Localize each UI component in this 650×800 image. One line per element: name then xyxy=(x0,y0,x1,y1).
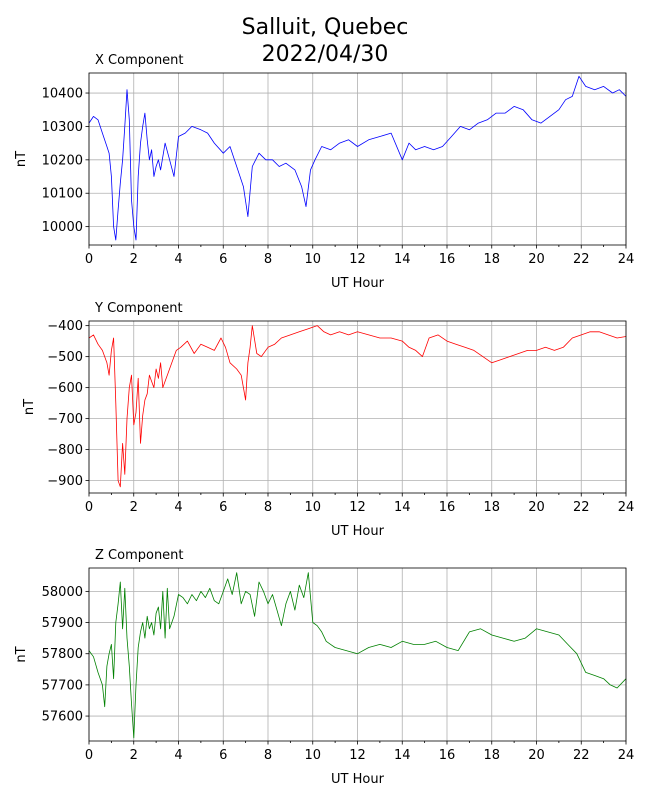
y-tick-label: −800 xyxy=(47,443,83,458)
x-tick-label: 16 xyxy=(439,500,456,515)
y-tick-label: −700 xyxy=(47,412,83,427)
x-tick-label: 22 xyxy=(573,252,590,267)
y-tick-label: 10400 xyxy=(42,87,83,102)
y-axis-label: nT xyxy=(22,399,37,415)
x-tick-label: 0 xyxy=(85,500,93,515)
y-tick-label: −900 xyxy=(47,474,83,489)
y-tick-label: 10300 xyxy=(42,120,83,135)
x-tick-label: 8 xyxy=(264,500,272,515)
panel-title: X Component xyxy=(95,53,184,68)
x-tick-label: 20 xyxy=(528,500,545,515)
x-tick-label: 20 xyxy=(528,252,545,267)
x-axis-label: UT Hour xyxy=(331,276,385,291)
x-tick-label: 14 xyxy=(394,748,411,763)
x-tick-label: 16 xyxy=(439,252,456,267)
x-tick-label: 12 xyxy=(349,748,366,763)
x-tick-label: 4 xyxy=(174,500,182,515)
x-tick-label: 6 xyxy=(219,748,227,763)
x-axis-label: UT Hour xyxy=(331,524,385,539)
x-tick-label: 0 xyxy=(85,748,93,763)
y-tick-label: 10100 xyxy=(42,187,83,202)
y-tick-label: 58000 xyxy=(42,585,83,600)
y-tick-label: −600 xyxy=(47,381,83,396)
chart-panel-3: 0 2 4 6 8 10 12 14 16 18 20 22 245760057700578005790… xyxy=(14,548,634,787)
x-tick-label: 24 xyxy=(618,500,635,515)
x-tick-label: 22 xyxy=(573,500,590,515)
y-tick-label: 57700 xyxy=(42,678,83,693)
x-tick-label: 0 xyxy=(85,252,93,267)
x-tick-label: 14 xyxy=(394,252,411,267)
x-tick-label: 18 xyxy=(483,500,500,515)
y-axis-label: nT xyxy=(14,151,29,167)
x-tick-label: 14 xyxy=(394,500,411,515)
x-tick-label: 8 xyxy=(264,252,272,267)
x-tick-label: 2 xyxy=(130,252,138,267)
x-tick-label: 2 xyxy=(130,748,138,763)
series-line xyxy=(88,325,627,488)
x-tick-label: 8 xyxy=(264,748,272,763)
x-tick-label: 18 xyxy=(483,252,500,267)
x-tick-label: 12 xyxy=(349,500,366,515)
x-tick-label: 10 xyxy=(304,252,321,267)
y-tick-label: −400 xyxy=(47,319,83,334)
x-tick-label: 4 xyxy=(174,748,182,763)
x-tick-label: 10 xyxy=(304,500,321,515)
y-tick-label: 10200 xyxy=(42,153,83,168)
x-axis-label: UT Hour xyxy=(331,772,385,787)
x-tick-label: 16 xyxy=(439,748,456,763)
chart-panel-1: 0 2 4 6 8 10 12 14 16 18 20 22 241000010100102001030… xyxy=(14,53,634,291)
panel-title: Y Component xyxy=(94,301,183,316)
y-tick-label: 10000 xyxy=(42,220,83,235)
figure-title-line1: Salluit, Quebec xyxy=(242,15,409,40)
panels: 0 2 4 6 8 10 12 14 16 18 20 22 241000010100102001030… xyxy=(14,53,634,787)
x-tick-label: 24 xyxy=(618,252,635,267)
x-tick-label: 12 xyxy=(349,252,366,267)
y-tick-label: 57800 xyxy=(42,647,83,662)
x-tick-label: 18 xyxy=(483,748,500,763)
x-tick-label: 4 xyxy=(174,252,182,267)
y-tick-label: −500 xyxy=(47,350,83,365)
x-tick-label: 6 xyxy=(219,500,227,515)
x-tick-label: 22 xyxy=(573,748,590,763)
panel-title: Z Component xyxy=(95,548,184,563)
series-line xyxy=(88,75,627,241)
series-line xyxy=(88,572,627,739)
y-tick-label: 57900 xyxy=(42,616,83,631)
y-tick-label: 57600 xyxy=(42,710,83,725)
x-tick-label: 24 xyxy=(618,748,635,763)
x-tick-label: 2 xyxy=(130,500,138,515)
y-axis-label: nT xyxy=(14,646,29,662)
x-tick-label: 10 xyxy=(304,748,321,763)
chart-panel-2: 0 2 4 6 8 10 12 14 16 18 20 22 24−900−800−700−600−50… xyxy=(22,301,634,539)
figure-title-line2: 2022/04/30 xyxy=(262,42,389,67)
x-tick-label: 20 xyxy=(528,748,545,763)
x-tick-label: 6 xyxy=(219,252,227,267)
